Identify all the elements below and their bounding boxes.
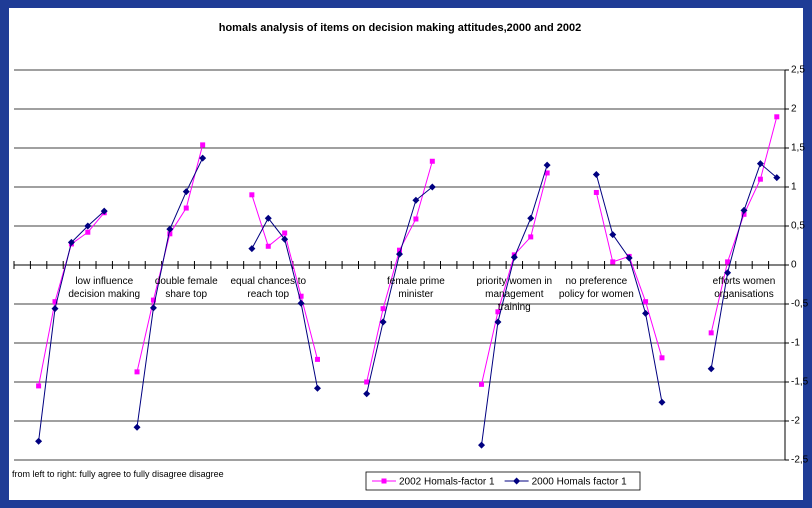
- legend-marker: [381, 478, 387, 484]
- chart-background: [9, 8, 803, 500]
- point: [740, 206, 748, 214]
- y-tick-label: -1,5: [791, 377, 809, 388]
- point: [774, 114, 780, 120]
- point: [379, 318, 387, 326]
- point: [264, 214, 272, 222]
- point: [396, 250, 403, 258]
- point: [36, 383, 42, 389]
- point: [510, 253, 518, 261]
- legend-marker: [513, 477, 521, 485]
- point: [412, 196, 420, 204]
- point: [773, 174, 781, 182]
- point: [313, 384, 321, 392]
- x-tick-label: priority women in management training: [476, 276, 553, 313]
- point: [642, 309, 650, 317]
- point: [428, 183, 436, 191]
- y-tick-label: 0: [791, 260, 797, 271]
- legend-label: 2002 Homals-factor 1: [399, 477, 495, 488]
- point: [528, 234, 534, 240]
- y-tick-label: -0,5: [791, 299, 809, 310]
- point: [67, 238, 75, 246]
- point: [363, 390, 371, 398]
- point: [658, 398, 666, 406]
- point: [52, 299, 58, 305]
- y-tick-label: -1: [791, 338, 800, 349]
- point: [544, 170, 550, 176]
- point: [85, 229, 91, 235]
- point: [494, 318, 502, 326]
- point: [182, 188, 190, 196]
- point: [100, 207, 108, 215]
- y-tick-label: -2: [791, 416, 800, 427]
- point: [527, 214, 535, 222]
- point: [429, 158, 435, 164]
- point: [478, 441, 486, 449]
- point: [643, 299, 649, 305]
- point: [281, 235, 289, 243]
- point: [625, 254, 633, 262]
- point: [413, 216, 419, 222]
- point: [248, 245, 256, 253]
- point: [364, 379, 370, 385]
- point: [133, 423, 141, 431]
- note: from left to right: fully agree to fully…: [12, 469, 224, 479]
- point: [707, 365, 715, 373]
- y-tick-label: 2: [791, 104, 797, 115]
- point: [149, 304, 157, 312]
- point: [167, 231, 173, 237]
- point: [593, 189, 599, 195]
- point: [725, 259, 731, 265]
- y-tick-label: 1,5: [791, 143, 805, 154]
- point: [134, 369, 140, 375]
- legend-box: [365, 471, 641, 491]
- chart-title: homals analysis of items on decision mak…: [219, 22, 582, 34]
- point: [708, 330, 714, 336]
- y-tick-label: 0,5: [791, 221, 805, 232]
- point: [297, 299, 305, 307]
- x-tick-label: efforts women organisations: [712, 276, 776, 300]
- y-tick-label: 1: [791, 182, 797, 193]
- x-tick-label: double female share top: [154, 276, 218, 300]
- point: [495, 309, 501, 315]
- y-tick-label: -2,5: [791, 455, 809, 466]
- y-tick-label: 2,5: [791, 65, 805, 76]
- point: [610, 259, 616, 265]
- point: [84, 222, 92, 230]
- point: [35, 437, 43, 445]
- point: [479, 381, 485, 387]
- point: [265, 243, 271, 249]
- point: [51, 305, 59, 313]
- legend-label: 2000 Homals factor 1: [532, 477, 627, 488]
- x-tick-label: low influence decision making: [68, 276, 141, 300]
- point: [166, 225, 174, 233]
- point: [397, 247, 402, 253]
- point: [183, 205, 189, 211]
- point: [543, 161, 551, 169]
- x-tick-label: female prime minister: [386, 276, 445, 300]
- point: [282, 230, 288, 236]
- point: [741, 211, 747, 217]
- point: [150, 297, 156, 303]
- point: [200, 142, 206, 148]
- point: [380, 306, 386, 312]
- point: [199, 154, 207, 162]
- point: [659, 355, 665, 361]
- point: [756, 160, 764, 168]
- point: [724, 269, 732, 277]
- point: [249, 192, 255, 198]
- x-tick-label: equal chances to reach top: [230, 276, 307, 300]
- point: [314, 356, 320, 362]
- point: [592, 171, 600, 179]
- point: [609, 231, 617, 239]
- x-tick-label: no preference policy for women: [558, 276, 634, 300]
- point: [298, 293, 304, 299]
- point: [757, 176, 763, 182]
